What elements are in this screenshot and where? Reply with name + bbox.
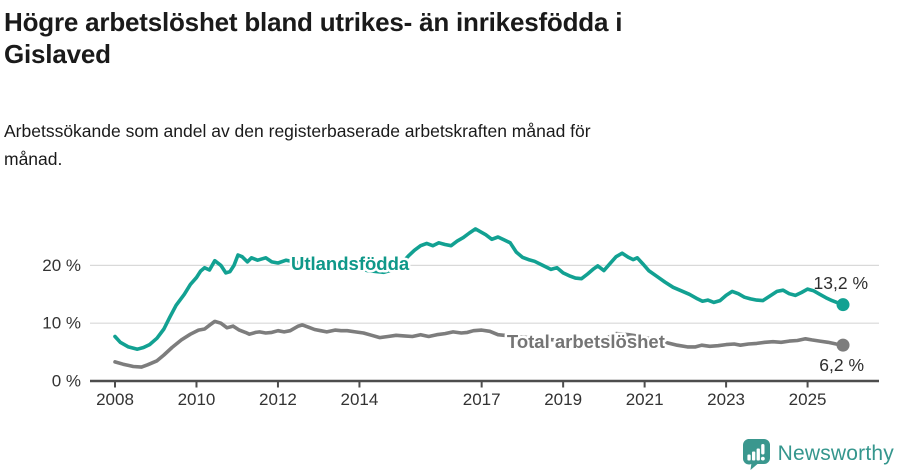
x-tick-label-2008: 2008 <box>96 390 134 409</box>
page-title-line-2: Gislaved <box>4 39 111 69</box>
series-line-0 <box>113 319 845 369</box>
x-tick-label-2012: 2012 <box>259 390 297 409</box>
series-end-dot-0 <box>836 338 850 352</box>
x-tick-label-2023: 2023 <box>707 390 745 409</box>
newsworthy-logo[interactable]: Newsworthy <box>741 438 894 470</box>
y-tick-label-0: 0 % <box>52 372 81 391</box>
x-tick-label-2025: 2025 <box>789 390 827 409</box>
series-line-1 <box>113 227 845 351</box>
series-label-1: Utlandsfödda <box>291 253 410 274</box>
chart-subtitle: Arbetssökande som andel av den registerb… <box>4 117 864 173</box>
series-label-0: Total arbetslöshet <box>507 331 665 352</box>
line-chart: 2008 2010 2012 2014 2017 2019 2021 2023 2025 0 % 1… <box>0 193 900 425</box>
newsworthy-logo-icon <box>742 439 770 470</box>
page-title: Högre arbetslöshet bland utrikes- än inr… <box>4 6 864 70</box>
x-tick-label-2019: 2019 <box>544 390 582 409</box>
x-tick-label-2017: 2017 <box>463 390 501 409</box>
chart-subtitle-line-1: Arbetssökande som andel av den registerb… <box>4 121 591 141</box>
series-end-dot-1 <box>836 298 850 312</box>
series-end-value-0: 6,2 % <box>819 355 864 375</box>
newsworthy-logo-text: Newsworthy <box>777 442 894 465</box>
chart-canvas: 2008 2010 2012 2014 2017 2019 2021 2023 2025 0 % 1… <box>42 227 879 409</box>
x-tick-label-2021: 2021 <box>626 390 664 409</box>
y-tick-label-20: 20 % <box>42 256 81 275</box>
y-tick-label-10: 10 % <box>42 314 81 333</box>
x-tick-label-2010: 2010 <box>178 390 216 409</box>
chart-subtitle-line-2: månad. <box>4 149 63 169</box>
x-tick-label-2014: 2014 <box>341 390 379 409</box>
page-title-line-1: Högre arbetslöshet bland utrikes- än inr… <box>4 7 623 37</box>
series-end-value-1: 13,2 % <box>814 273 868 293</box>
